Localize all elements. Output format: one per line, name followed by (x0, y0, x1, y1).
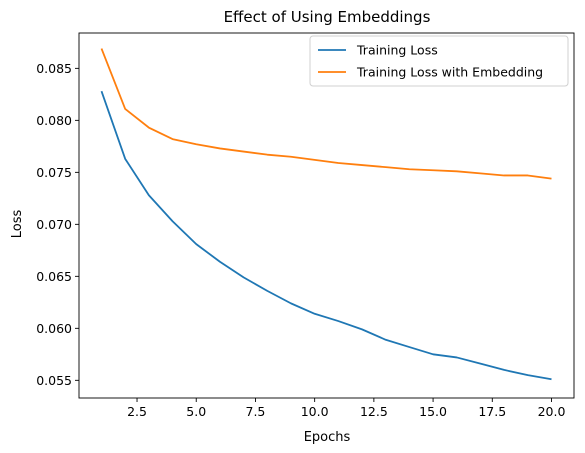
legend-label-2: Training Loss with Embedding (356, 65, 543, 80)
y-tick-label: 0.070 (36, 217, 72, 232)
x-tick-label: 10.0 (301, 404, 329, 419)
plot-frame (78, 32, 575, 399)
x-tick-label: 2.5 (127, 404, 147, 419)
plot-area: 2.5 5.0 7.5 10.0 12.5 15.0 17.5 20.0 0.055 0.060 0… (36, 32, 575, 419)
series-line-2 (100, 48, 552, 180)
y-axis-label: Loss (10, 210, 25, 239)
x-tick-label: 20.0 (538, 404, 566, 419)
x-tick-label: 5.0 (186, 404, 206, 419)
legend-label-1: Training Loss (356, 43, 438, 58)
y-tick-label: 0.065 (36, 269, 72, 284)
chart-title: Effect of Using Embeddings (224, 8, 431, 26)
x-axis-label: Epochs (304, 430, 351, 445)
x-tick-label: 17.5 (478, 404, 506, 419)
y-tick-label: 0.080 (36, 113, 72, 128)
x-tick-label: 15.0 (419, 404, 447, 419)
y-tick-label: 0.060 (36, 321, 72, 336)
y-tick-label: 0.075 (36, 165, 72, 180)
y-tick-label: 0.055 (36, 373, 72, 388)
x-tick-label: 12.5 (360, 404, 388, 419)
legend-box (309, 35, 569, 87)
series-line-1 (100, 90, 552, 381)
x-tick-label: 7.5 (246, 404, 266, 419)
y-tick-label: 0.085 (36, 61, 72, 76)
